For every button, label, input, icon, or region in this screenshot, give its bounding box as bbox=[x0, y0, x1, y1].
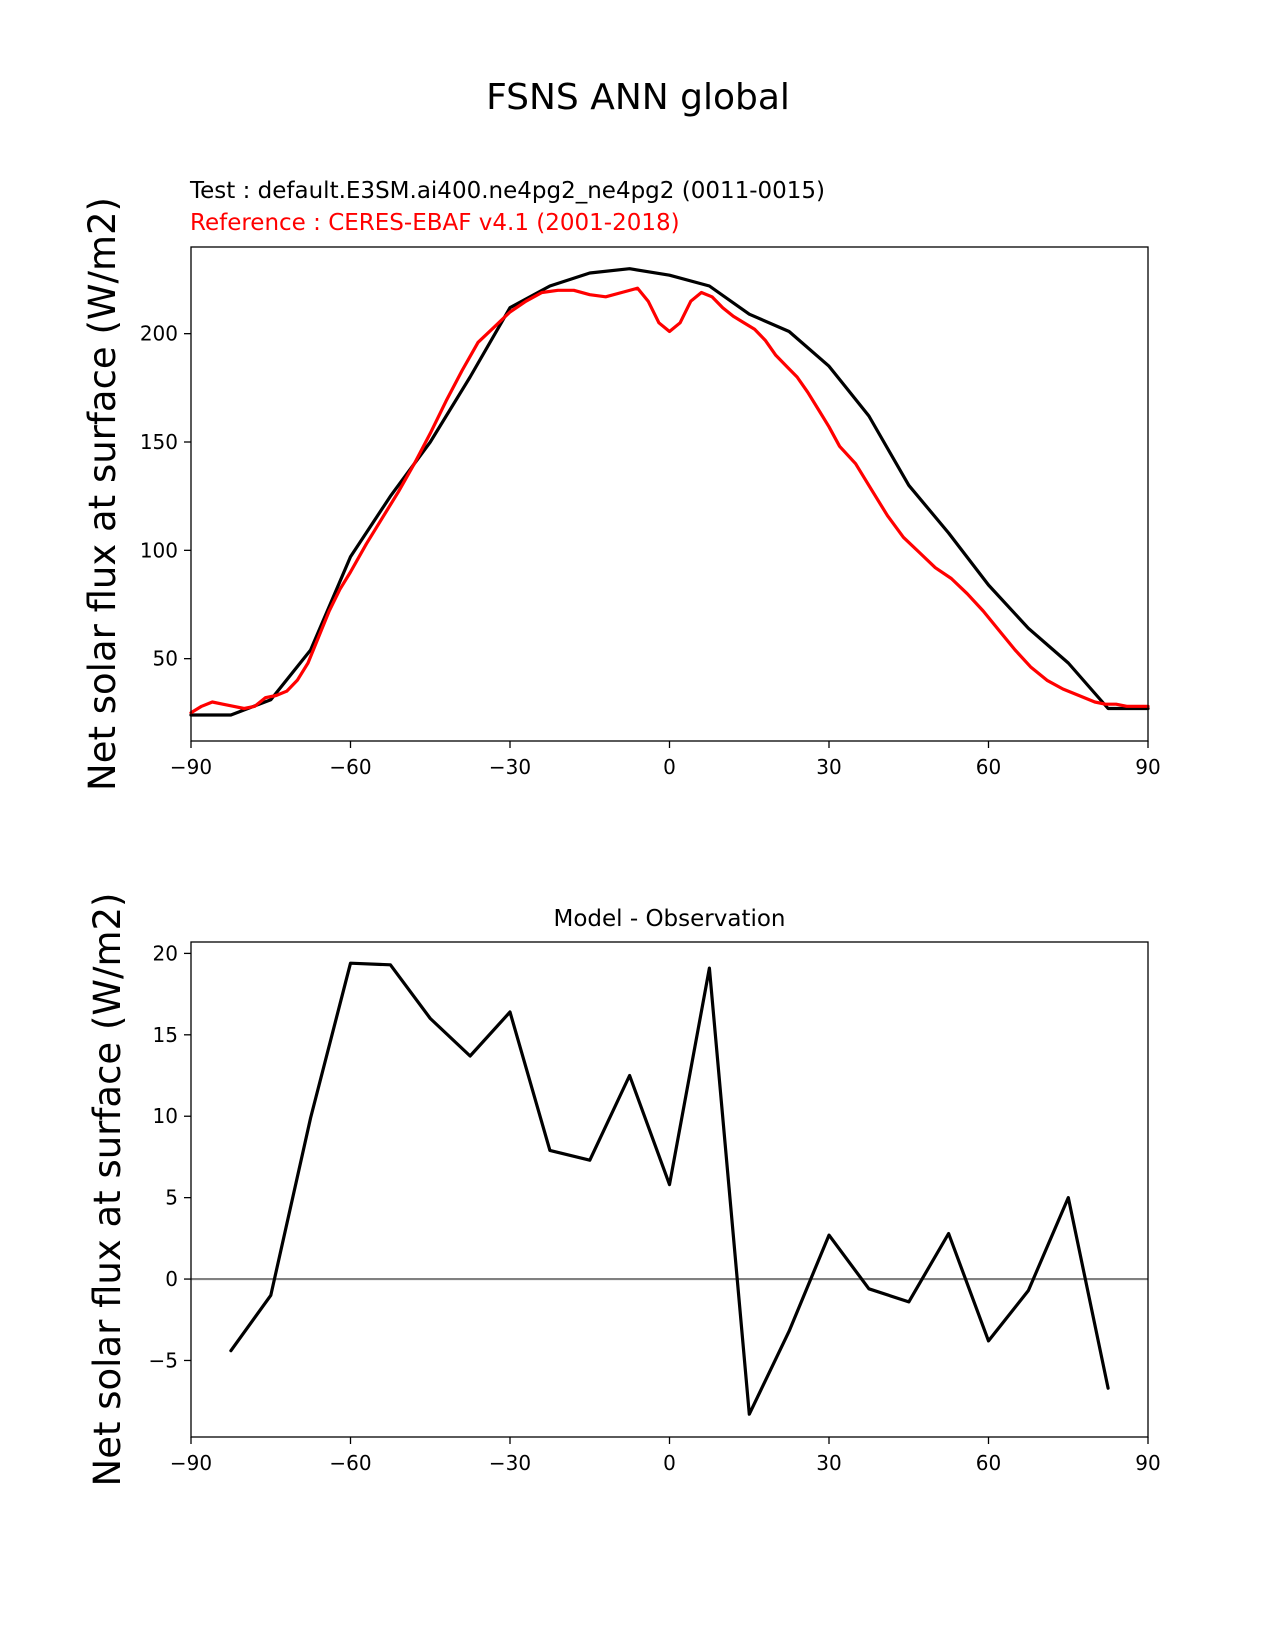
reference-label: Reference : CERES-EBAF v4.1 (2001-2018) bbox=[190, 210, 680, 236]
y-tick-label: 100 bbox=[140, 538, 178, 562]
y-tick-label: 15 bbox=[153, 1023, 178, 1047]
y-axis-label: Net solar flux at surface (W/m2) bbox=[81, 197, 124, 791]
x-tick-label: −30 bbox=[489, 755, 531, 779]
x-tick-label: −60 bbox=[329, 755, 371, 779]
x-tick-label: 0 bbox=[663, 755, 676, 779]
series-line-test bbox=[189, 267, 1150, 717]
series-line-test bbox=[229, 961, 1110, 1416]
test-label: Test : default.E3SM.ai400.ne4pg2_ne4pg2 … bbox=[189, 178, 825, 204]
x-tick-label: 90 bbox=[1135, 1451, 1160, 1475]
y-tick-label: 20 bbox=[153, 941, 178, 965]
y-tick-label: 150 bbox=[140, 430, 178, 454]
y-tick-label: 0 bbox=[165, 1267, 178, 1291]
series-line-reference bbox=[189, 286, 1150, 715]
plot-frame bbox=[190, 941, 1149, 1438]
bottom-panel-difference: −90 −60 −30 0 30 60 90 −5 0 5 10 15 20 Net solar flux… bbox=[86, 893, 1161, 1487]
x-tick-label: 60 bbox=[976, 755, 1001, 779]
y-axis-label: Net solar flux at surface (W/m2) bbox=[86, 893, 129, 1487]
figure-title: FSNS ANN global bbox=[486, 77, 790, 118]
x-tick-label: 90 bbox=[1135, 755, 1160, 779]
x-tick-label: 30 bbox=[816, 1451, 841, 1475]
x-tick-label: 60 bbox=[976, 1451, 1001, 1475]
x-tick-label: 0 bbox=[663, 1451, 676, 1475]
panel-title: Model - Observation bbox=[553, 906, 785, 932]
x-tick-label: 30 bbox=[816, 755, 841, 779]
y-tick-label: 10 bbox=[153, 1104, 178, 1128]
x-tick-label: −90 bbox=[170, 1451, 212, 1475]
plot-frame bbox=[190, 246, 1149, 742]
x-tick-label: −30 bbox=[489, 1451, 531, 1475]
y-tick-label: −5 bbox=[149, 1348, 178, 1372]
y-tick-label: 50 bbox=[153, 647, 178, 671]
top-panel-mean-flux: −90 −60 −30 0 30 60 90 50 100 150 200 Net solar flu… bbox=[81, 197, 1161, 791]
x-tick-label: −60 bbox=[329, 1451, 371, 1475]
x-tick-label: −90 bbox=[170, 755, 212, 779]
y-tick-label: 200 bbox=[140, 322, 178, 346]
y-tick-label: 5 bbox=[165, 1186, 178, 1210]
